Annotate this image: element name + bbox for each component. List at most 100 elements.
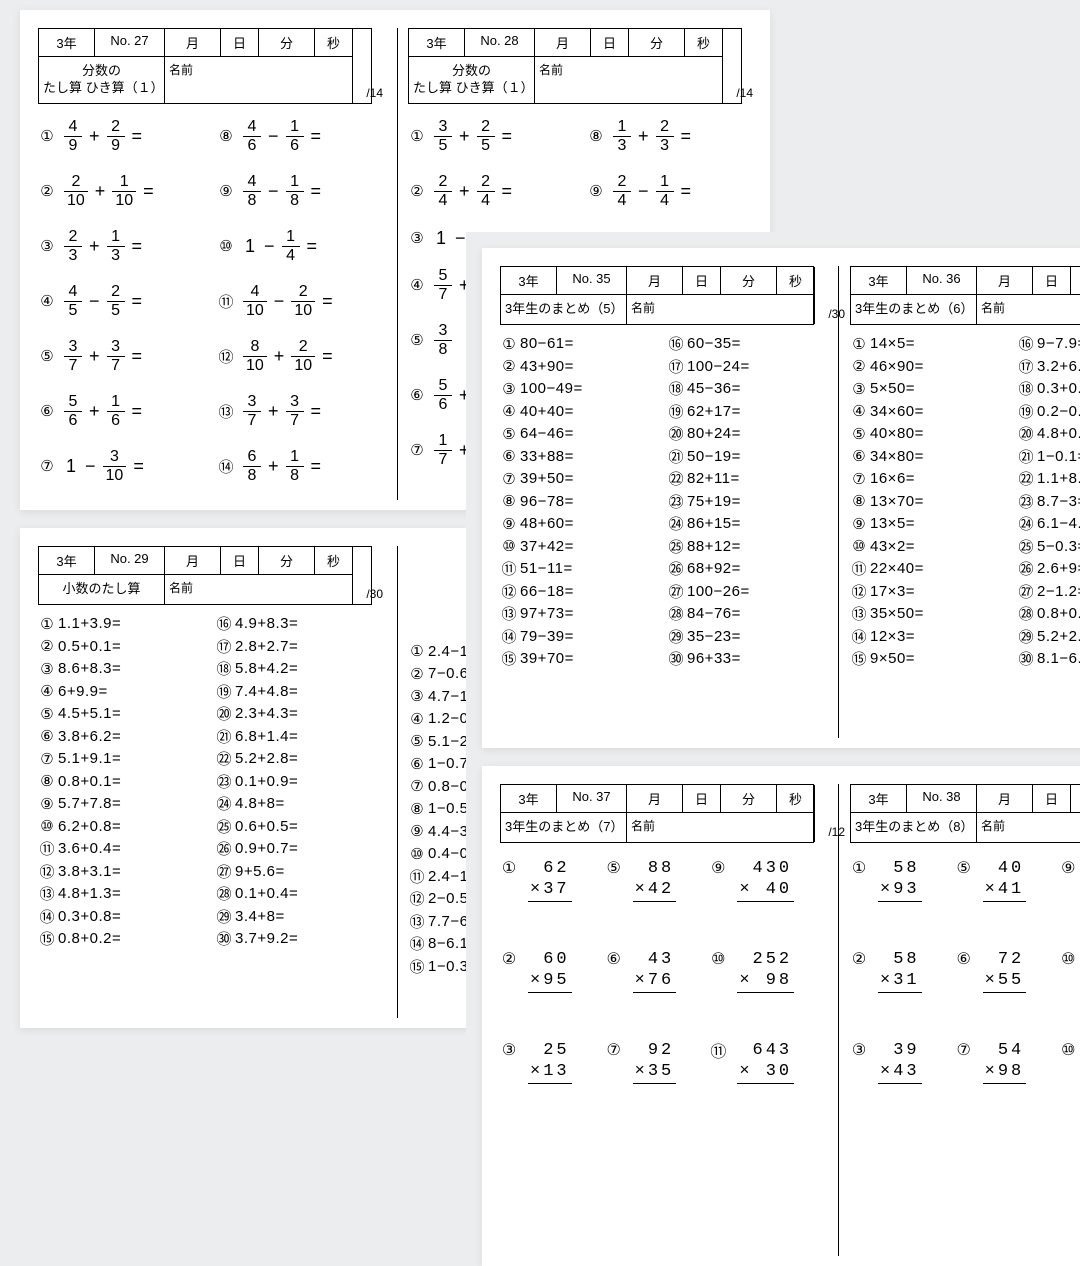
fraction-problem: ⑫810+210= — [217, 338, 372, 375]
list-problem: ⑬35×50= — [850, 605, 997, 623]
fraction-problem: ⑬37+37= — [217, 393, 372, 430]
hdr-sec: 秒 — [685, 29, 723, 56]
list-problem: ②43+90= — [500, 357, 647, 375]
list-problem: ㉗9+5.6= — [215, 862, 372, 880]
list-problem: ⑤4.5+5.1= — [38, 705, 195, 723]
hdr-name: 名前 — [627, 812, 815, 842]
hdr-title: 3年生のまとめ（8） — [851, 812, 977, 842]
hdr-grade: 3年 — [501, 785, 557, 812]
hdr-name: 名前 — [977, 294, 1080, 324]
list-problem: ⑭12×3= — [850, 627, 997, 645]
hdr-score: /30 — [815, 267, 849, 324]
list-problem: ㉔4.8+8= — [215, 795, 372, 813]
fraction-problem: ⑨48−18= — [217, 173, 372, 210]
list-problem: ⑳4.8+0.2 — [1017, 425, 1080, 443]
list-problem: ㉒5.2+2.8= — [215, 750, 372, 768]
worksheet-header: 3年 No. 37 月 日 分 秒 /12 3年生のまとめ（7） 名前 — [500, 784, 814, 843]
list-problem: ㉑50−19= — [667, 447, 814, 465]
list-problem: ⑲7.4+4.8= — [215, 682, 372, 700]
worksheet-header: 3年 No. 27 月 日 分 秒 /14 分数のたし算 ひき算（１） 名前 — [38, 28, 372, 104]
vertical-mult-problem: ⑩ 252× 98 — [709, 950, 794, 993]
fraction-problem: ⑪410−210= — [217, 283, 372, 320]
list-problem: ⑯9−7.9= — [1017, 335, 1080, 353]
vertical-mult-problem: ⑦ 92×35 — [605, 1041, 677, 1084]
list-problem: ㉖68+92= — [667, 560, 814, 578]
hdr-grade: 3年 — [39, 547, 95, 574]
hdr-title: 3年生のまとめ（6） — [851, 294, 977, 324]
vertical-mult-problem: ⑩ — [1059, 950, 1080, 993]
list-problem: ㉕88+12= — [667, 537, 814, 555]
list-problem: ⑮9×50= — [850, 650, 997, 668]
list-problem: ⑮0.8+0.2= — [38, 930, 195, 948]
list-problem: ㉔86+15= — [667, 515, 814, 533]
list-problem: ㉕0.6+0.5= — [215, 817, 372, 835]
list-problem: ㉕5−0.3= — [1017, 537, 1080, 555]
vertical-mult-problem: ① 58×93 — [850, 859, 922, 902]
hdr-sec: 秒 — [315, 29, 353, 56]
list-problem: ④6+9.9= — [38, 682, 195, 700]
hdr-day: 日 — [221, 29, 259, 56]
worksheet-header: 3年 No. 36 月 日 分 秒 3年生のまとめ（6） 名前 — [850, 266, 1080, 325]
list-problem: ㉗100−26= — [667, 582, 814, 600]
hdr-score: /12 — [815, 785, 849, 842]
list-problem: ㉖0.9+0.7= — [215, 840, 372, 858]
hdr-month: 月 — [165, 547, 221, 574]
list-problem: ㉙5.2+2.8 — [1017, 627, 1080, 645]
hdr-sec: 秒 — [315, 547, 353, 574]
list-problem: ㉚3.7+9.2= — [215, 930, 372, 948]
hdr-min: 分 — [1071, 267, 1080, 294]
hdr-month: 月 — [627, 785, 683, 812]
list-problem: ⑨48+60= — [500, 515, 647, 533]
fraction-problem: ③23+13= — [38, 228, 193, 265]
list-problem: ⑰3.2+6.8 — [1017, 357, 1080, 375]
hdr-no: No. 38 — [907, 785, 977, 812]
list-problem: ②0.5+0.1= — [38, 637, 195, 655]
list-problem: ⑧0.8+0.1= — [38, 772, 195, 790]
list-problem: ⑬97+73= — [500, 605, 647, 623]
list-problem: ⑦16×6= — [850, 470, 997, 488]
list-problem: ㉖2.6+9= — [1017, 560, 1080, 578]
list-problem: ⑦39+50= — [500, 470, 647, 488]
list-problem: ⑰2.8+2.7= — [215, 637, 372, 655]
vertical-mult-problem: ⑥ 43×76 — [605, 950, 677, 993]
worksheet-header: 3年 No. 38 月 日 分 秒 3年生のまとめ（8） 名前 — [850, 784, 1080, 843]
page-divider — [838, 784, 839, 1256]
hdr-min: 分 — [259, 29, 315, 56]
list-problem: ⑧13×70= — [850, 492, 997, 510]
hdr-min: 分 — [1071, 785, 1080, 812]
vertical-mult-problem: ② 60×95 — [500, 950, 572, 993]
hdr-min: 分 — [721, 785, 777, 812]
hdr-min: 分 — [259, 547, 315, 574]
hdr-day: 日 — [683, 267, 721, 294]
hdr-month: 月 — [627, 267, 683, 294]
list-problem: ⑤64−46= — [500, 425, 647, 443]
hdr-month: 月 — [977, 267, 1033, 294]
list-problem: ⑪22×40= — [850, 560, 997, 578]
fraction-problem: ④45−25= — [38, 283, 193, 320]
hdr-day: 日 — [1033, 267, 1071, 294]
hdr-name: 名前 — [977, 812, 1080, 842]
hdr-name: 名前 — [627, 294, 815, 324]
hdr-grade: 3年 — [39, 29, 95, 56]
list-problem: ㉓75+19= — [667, 492, 814, 510]
hdr-min: 分 — [721, 267, 777, 294]
vertical-mult-problem: ⑨ — [1059, 859, 1080, 902]
hdr-grade: 3年 — [851, 267, 907, 294]
list-problem: ⑯4.9+8.3= — [215, 615, 372, 633]
worksheet-header: 3年 No. 28 月 日 分 秒 /14 分数のたし算 ひき算（１） 名前 — [408, 28, 742, 104]
list-problem: ⑩6.2+0.8= — [38, 817, 195, 835]
list-problem: ㉘84−76= — [667, 605, 814, 623]
list-problem: ③5×50= — [850, 380, 997, 398]
list-problem: ①14×5= — [850, 335, 997, 353]
fraction-problem: ⑧13+23= — [587, 118, 742, 155]
worksheet-header: 3年 No. 35 月 日 分 秒 /30 3年生のまとめ（5） 名前 — [500, 266, 814, 325]
list-problem: ㉒1.1+8.9 — [1017, 470, 1080, 488]
page-divider — [397, 28, 398, 500]
hdr-sec: 秒 — [777, 267, 815, 294]
vertical-mult-problem: ⑦ 54×98 — [955, 1041, 1027, 1084]
list-problem: ㉓0.1+0.9= — [215, 772, 372, 790]
list-problem: ⑳80+24= — [667, 425, 814, 443]
list-problem: ㉚96+33= — [667, 650, 814, 668]
list-problem: ㉙35−23= — [667, 627, 814, 645]
hdr-month: 月 — [977, 785, 1033, 812]
